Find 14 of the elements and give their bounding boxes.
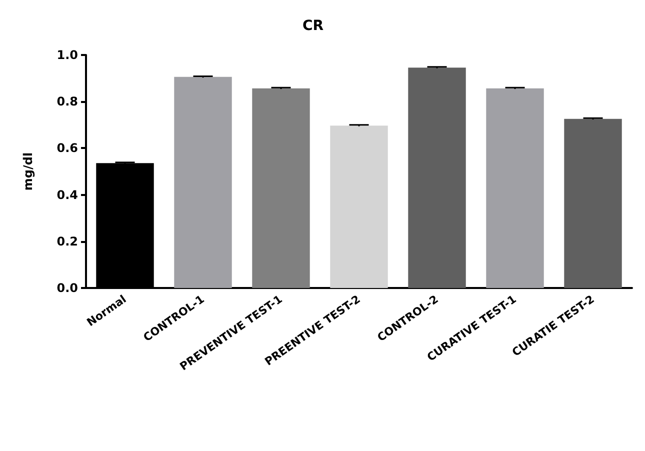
y-tick-label: 0.6 [56,141,78,156]
y-tick-label: 0.2 [56,234,78,248]
bar [486,88,544,288]
bar [564,118,622,288]
chart-title: CR [302,18,324,34]
y-tick-label: 1.0 [56,48,78,62]
y-tick-label: 0.4 [56,188,78,202]
y-tick-label: 0.8 [56,94,78,109]
bar [252,88,310,288]
bar [330,126,388,288]
y-tick-label: 0.0 [56,281,78,295]
y-axis-title: mg/dl [21,152,35,191]
bar [174,76,232,288]
bar [408,68,466,288]
